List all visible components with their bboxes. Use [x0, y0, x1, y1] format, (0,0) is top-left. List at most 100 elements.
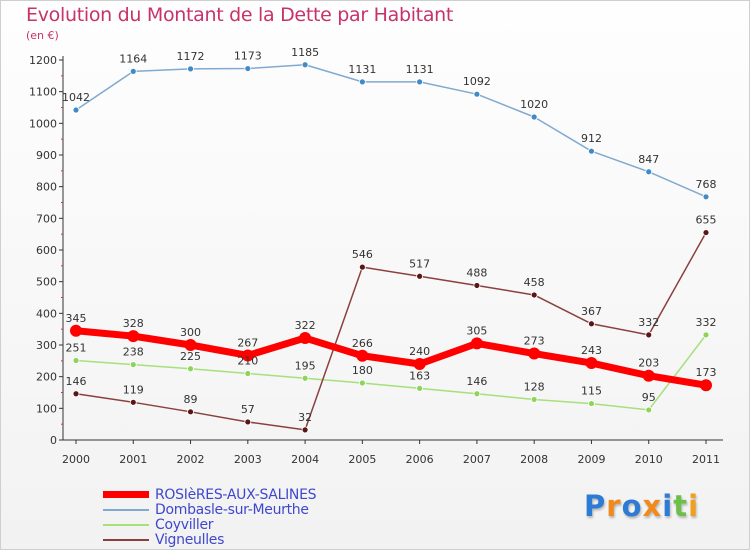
point-rosi-res-aux-salines [700, 379, 712, 392]
data-label-rosi-res-aux-salines: 273 [524, 335, 545, 348]
y-tick-label: 100 [36, 402, 57, 415]
logo-letter: r [606, 489, 622, 523]
legend-item-vigneulles: Vigneulles [103, 532, 316, 548]
point-vigneulles [358, 263, 366, 271]
data-label-rosi-res-aux-salines: 305 [466, 324, 487, 337]
y-tick-label: 900 [36, 149, 57, 162]
data-label-dombasle-sur-meurthe: 1185 [291, 46, 319, 59]
y-tick-label: 800 [36, 181, 57, 194]
legend-swatch [103, 523, 149, 526]
point-dombasle-sur-meurthe [702, 193, 710, 201]
y-tick-label: 200 [36, 371, 57, 384]
point-rosi-res-aux-salines [356, 349, 369, 362]
x-tick-label: 2006 [406, 453, 434, 466]
legend-label: Coyviller [155, 516, 214, 533]
data-label-vigneulles: 546 [352, 248, 373, 261]
data-label-dombasle-sur-meurthe: 912 [581, 132, 602, 145]
point-rosi-res-aux-salines [470, 337, 483, 350]
point-vigneulles [244, 418, 252, 426]
data-label-rosi-res-aux-salines: 328 [123, 317, 144, 330]
legend-swatch [103, 508, 149, 511]
data-label-vigneulles: 119 [123, 383, 144, 396]
data-label-vigneulles: 367 [581, 305, 602, 318]
data-labels: 1042 1164 1172 1173 1185 1131 1131 1092 1020 912 8… [62, 46, 717, 424]
point-vigneulles [416, 272, 424, 280]
data-label-rosi-res-aux-salines: 267 [237, 336, 258, 349]
x-tick-label: 2002 [177, 453, 205, 466]
x-tick-label: 2000 [62, 453, 90, 466]
point-coyviller [72, 357, 80, 364]
data-label-dombasle-sur-meurthe: 768 [696, 178, 717, 191]
point-rosi-res-aux-salines [299, 332, 312, 345]
point-coyviller [244, 370, 252, 377]
point-vigneulles [301, 426, 309, 434]
point-vigneulles [129, 398, 137, 406]
x-tick-label: 2005 [348, 453, 376, 466]
data-label-rosi-res-aux-salines: 266 [352, 337, 373, 350]
point-coyviller [645, 406, 653, 414]
point-vigneulles [473, 282, 481, 289]
data-label-dombasle-sur-meurthe: 1131 [406, 63, 434, 76]
legend: ROSIèRES-AUX-SALINES Dombasle-sur-Meurthe… [103, 486, 317, 548]
data-label-rosi-res-aux-salines: 240 [409, 345, 430, 358]
point-rosi-res-aux-salines [528, 347, 541, 360]
point-dombasle-sur-meurthe [416, 78, 424, 86]
data-label-vigneulles: 488 [466, 266, 487, 279]
data-label-vigneulles: 517 [409, 257, 430, 270]
point-coyviller [187, 365, 194, 373]
point-coyviller [358, 379, 366, 387]
data-label-coyviller: 180 [352, 364, 373, 377]
point-dombasle-sur-meurthe [72, 106, 80, 114]
data-label-rosi-res-aux-salines: 243 [581, 344, 602, 357]
legend-item-dombasle-sur-meurthe: Dombasle-sur-Meurthe [103, 502, 316, 518]
point-dombasle-sur-meurthe [530, 113, 538, 121]
series-line-coyviller [75, 334, 707, 411]
data-label-dombasle-sur-meurthe: 1042 [62, 91, 90, 104]
data-label-rosi-res-aux-salines: 322 [295, 319, 316, 332]
point-coyviller [702, 331, 710, 339]
logo-letter: i [662, 489, 674, 523]
y-tick-label: 500 [36, 276, 57, 289]
y-tick-label: 700 [36, 212, 57, 225]
point-rosi-res-aux-salines [70, 324, 82, 337]
point-dombasle-sur-meurthe [187, 65, 194, 73]
logo-letter: t [673, 489, 689, 523]
data-label-dombasle-sur-meurthe: 1172 [177, 50, 205, 63]
x-tick-label: 2011 [692, 453, 720, 466]
point-rosi-res-aux-salines [585, 357, 598, 370]
logo-letter: o [621, 489, 643, 523]
point-dombasle-sur-meurthe [588, 147, 595, 155]
x-tick-label: 2010 [635, 453, 663, 466]
data-label-vigneulles: 332 [638, 316, 659, 329]
data-label-vigneulles: 89 [184, 393, 198, 406]
point-vigneulles [72, 390, 80, 398]
y-tick-label: 1100 [29, 86, 57, 99]
series-line-dombasle-sur-meurthe [75, 64, 707, 198]
point-rosi-res-aux-salines [184, 339, 197, 351]
data-label-coyviller: 146 [466, 375, 487, 388]
proxiti-logo: Proxiti [584, 489, 699, 523]
data-label-vigneulles: 32 [298, 411, 312, 424]
point-dombasle-sur-meurthe [129, 68, 137, 75]
point-coyviller [416, 384, 424, 392]
data-label-vigneulles: 655 [696, 214, 717, 227]
point-vigneulles [187, 408, 194, 416]
data-label-vigneulles: 57 [241, 403, 255, 416]
legend-item-rosi-res-aux-salines: ROSIèRES-AUX-SALINES [103, 486, 317, 503]
legend-swatch [103, 491, 149, 498]
data-label-dombasle-sur-meurthe: 1164 [119, 52, 147, 65]
data-label-coyviller: 210 [237, 355, 258, 368]
x-tick-label: 2008 [520, 453, 548, 466]
x-tick-label: 2009 [577, 453, 605, 466]
legend-label: ROSIèRES-AUX-SALINES [155, 486, 317, 503]
point-dombasle-sur-meurthe [358, 78, 366, 86]
data-label-dombasle-sur-meurthe: 1092 [463, 75, 491, 88]
point-rosi-res-aux-salines [127, 330, 140, 343]
point-dombasle-sur-meurthe [645, 168, 653, 176]
data-label-coyviller: 115 [581, 385, 602, 398]
data-label-dombasle-sur-meurthe: 847 [638, 153, 659, 166]
point-coyviller [301, 374, 309, 382]
data-label-coyviller: 195 [295, 359, 316, 372]
